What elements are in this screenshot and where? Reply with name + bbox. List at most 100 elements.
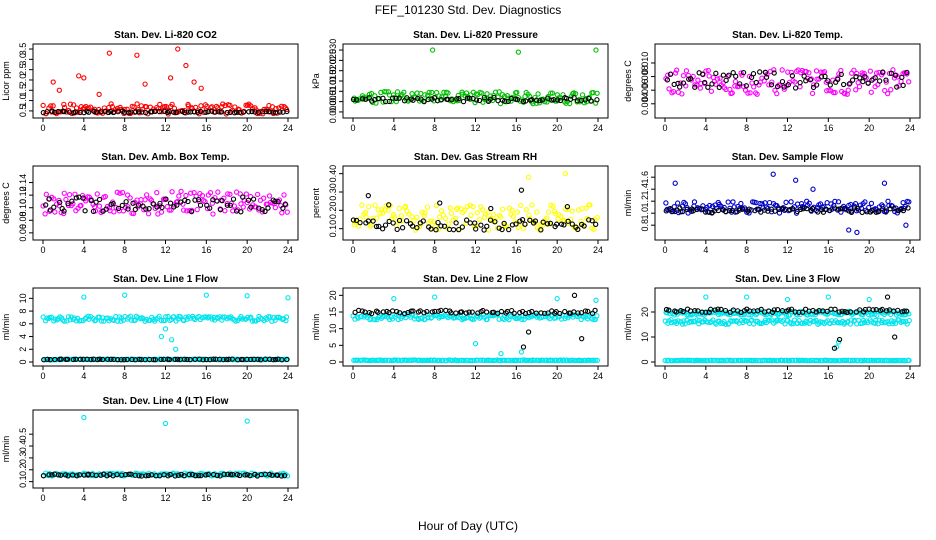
y-axis-label: ml/min xyxy=(1,314,11,341)
data-point xyxy=(204,205,211,212)
data-point xyxy=(463,217,470,223)
outlier-point xyxy=(881,180,888,186)
data-point xyxy=(167,471,173,478)
data-point xyxy=(514,209,520,215)
outlier-point xyxy=(472,341,479,347)
y-tick-label: 1.0 xyxy=(18,94,28,107)
data-point xyxy=(267,356,273,362)
x-tick-label: 24 xyxy=(593,371,603,381)
data-point xyxy=(394,226,400,232)
outlier-point xyxy=(518,349,525,355)
x-tick-label: 8 xyxy=(122,371,127,381)
data-point xyxy=(873,317,879,323)
data-point xyxy=(720,80,726,86)
data-point xyxy=(848,209,855,215)
data-point xyxy=(185,103,192,109)
x-tick-label: 16 xyxy=(823,371,833,381)
y-tick-label: 4 xyxy=(18,334,28,339)
x-tick-label: 24 xyxy=(283,123,293,133)
data-point xyxy=(832,89,838,96)
data-point xyxy=(275,198,281,205)
data-point xyxy=(252,109,258,115)
data-point xyxy=(472,99,478,106)
data-point xyxy=(219,317,225,323)
data-point xyxy=(520,98,527,105)
data-point xyxy=(740,69,747,76)
data-point xyxy=(557,310,563,317)
x-tick-label: 20 xyxy=(864,123,874,133)
data-point xyxy=(433,227,439,233)
data-point xyxy=(73,195,79,201)
data-point xyxy=(730,70,736,76)
data-point xyxy=(385,89,392,95)
x-tick-label: 0 xyxy=(662,123,667,133)
data-point xyxy=(261,195,267,201)
data-point xyxy=(891,206,897,212)
data-point xyxy=(353,217,360,224)
data-point xyxy=(415,95,421,102)
data-point xyxy=(174,356,181,362)
data-point xyxy=(398,213,405,219)
data-point xyxy=(732,78,739,85)
data-point xyxy=(799,357,806,363)
data-point xyxy=(825,78,831,84)
data-point xyxy=(236,472,243,479)
data-point xyxy=(49,472,55,478)
data-point xyxy=(591,226,597,233)
y-tick-label: 0.006 xyxy=(640,79,650,102)
data-point xyxy=(589,218,595,224)
data-point xyxy=(786,307,792,313)
data-point xyxy=(569,208,575,214)
data-point xyxy=(583,205,589,211)
data-point xyxy=(839,308,845,314)
data-point xyxy=(561,222,567,228)
data-point xyxy=(186,471,192,478)
data-point xyxy=(880,203,886,210)
data-point xyxy=(715,207,722,214)
data-point xyxy=(553,357,559,363)
data-point xyxy=(827,207,833,214)
data-point xyxy=(242,472,248,478)
data-point xyxy=(438,307,444,314)
outlier-point xyxy=(134,52,140,58)
data-point xyxy=(102,108,108,115)
data-point xyxy=(823,206,829,213)
data-point xyxy=(715,306,721,312)
data-point xyxy=(809,90,816,97)
data-point xyxy=(448,210,455,216)
x-tick-label: 4 xyxy=(703,123,708,133)
data-point xyxy=(204,202,210,208)
data-point xyxy=(476,216,483,223)
data-point xyxy=(393,95,399,101)
data-point xyxy=(205,471,211,478)
plot-frame xyxy=(342,287,609,367)
data-point xyxy=(883,77,889,83)
data-point xyxy=(853,87,859,93)
data-point xyxy=(86,109,92,115)
x-tick-label: 24 xyxy=(905,123,915,133)
data-point xyxy=(861,70,867,77)
data-point xyxy=(446,221,452,227)
y-tick-label: 6 xyxy=(18,321,28,326)
data-point xyxy=(448,310,454,316)
data-point xyxy=(526,309,532,316)
panel-title: Stan. Dev. Amb. Box Temp. xyxy=(101,152,229,163)
data-point xyxy=(270,356,276,363)
data-point xyxy=(813,82,820,88)
data-point xyxy=(433,89,440,96)
data-point xyxy=(203,472,209,478)
data-point xyxy=(505,98,511,105)
y-tick-label: 20 xyxy=(328,290,338,300)
x-tick-label: 8 xyxy=(744,123,749,133)
data-point xyxy=(255,356,261,362)
data-point xyxy=(284,356,290,363)
data-point xyxy=(594,313,600,319)
data-point xyxy=(184,208,190,214)
data-point xyxy=(90,208,97,215)
data-point xyxy=(247,356,254,363)
data-point xyxy=(706,73,712,79)
data-point xyxy=(733,73,739,79)
data-point xyxy=(523,207,529,213)
data-point xyxy=(115,318,121,324)
data-point xyxy=(66,192,73,198)
